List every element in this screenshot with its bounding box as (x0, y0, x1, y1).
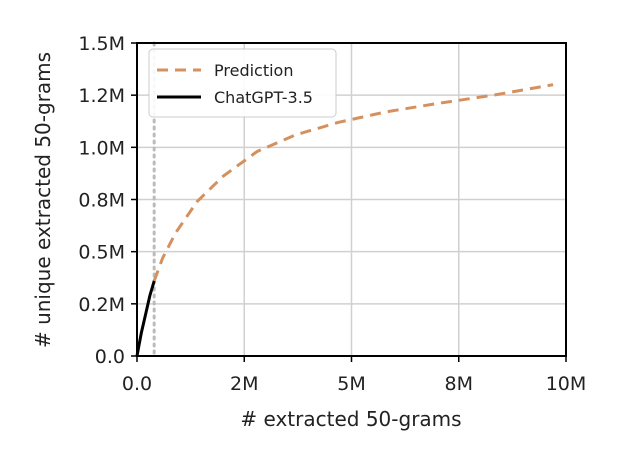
legend-label-chatgpt: ChatGPT-3.5 (214, 88, 313, 107)
y-tick-label: 0.5M (78, 242, 125, 264)
x-axis-label: # extracted 50-grams (240, 407, 461, 431)
y-axis-ticks: 0.0 0.2M 0.5M 0.8M 1.0M 1.2M 1.5M (78, 33, 137, 368)
legend-label-prediction: Prediction (214, 61, 293, 80)
series-line-1 (135, 280, 156, 357)
y-axis-label: # unique extracted 50-grams (31, 52, 55, 348)
y-tick-label: 1.0M (78, 137, 125, 159)
y-tick-label: 0.0 (95, 346, 125, 368)
y-tick-label: 0.2M (78, 294, 125, 316)
x-tick-label: 2M (230, 373, 258, 395)
x-tick-label: 8M (445, 373, 473, 395)
x-tick-label: 0.0 (122, 373, 152, 395)
x-axis-ticks: 0.0 2M 5M 8M 10M (122, 356, 586, 395)
y-tick-label: 1.5M (78, 33, 125, 55)
x-tick-label: 5M (337, 373, 365, 395)
legend-box (148, 48, 337, 118)
y-tick-label: 0.8M (78, 190, 125, 212)
legend: Prediction ChatGPT-3.5 (148, 48, 337, 118)
series-line-0 (152, 83, 554, 282)
y-tick-label: 1.2M (78, 85, 125, 107)
series-lines (135, 83, 554, 357)
x-tick-label: 10M (546, 373, 587, 395)
